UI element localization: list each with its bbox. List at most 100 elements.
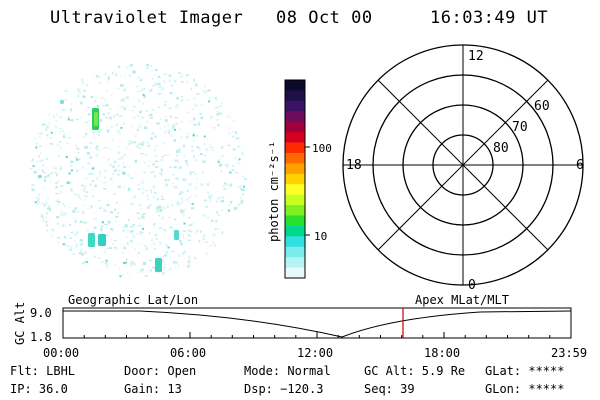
uv-speckle [190,195,192,197]
uv-speckle [119,106,122,109]
uv-speckle [109,164,112,166]
uv-speckle [126,236,128,238]
uv-speckle [94,100,97,103]
uv-speckle [194,187,197,190]
uv-speckle [137,90,141,93]
uv-speckle [75,144,77,146]
uv-speckle [215,220,218,223]
uv-speckle [100,229,103,232]
uv-speckle [115,246,118,250]
uv-speckle [85,185,87,187]
uv-speckle [145,190,149,192]
uv-speckle [169,267,172,270]
colorbar-stripe [285,80,305,92]
uv-speckle [178,150,181,154]
uv-speckle [202,237,205,241]
uv-speckle [63,133,65,136]
uv-speckle [161,86,165,90]
uv-speckle [228,203,230,206]
polar-diagonal-2 [377,79,549,251]
app-title: Ultraviolet Imager [50,8,244,28]
uv-speckle [60,128,62,130]
uv-speckle [87,106,90,109]
uv-speckle [55,182,58,185]
uv-speckle [241,153,245,156]
uv-speckle [97,257,101,259]
uv-speckle [233,135,235,138]
uv-speckle [127,173,129,176]
uv-speckle [149,269,152,272]
uv-speckle [56,113,58,117]
uv-speckle [191,222,194,225]
uv-speckle [227,144,231,147]
uv-speckle [177,264,179,268]
timeline-left-label: Geographic Lat/Lon [68,293,198,307]
uv-speckle [83,90,87,92]
uv-speckle [66,245,69,247]
timeline-ymax-label: 9.0 [30,306,52,320]
colorbar-stripe [285,100,305,112]
uv-speckle [139,79,143,82]
uv-speckle [123,88,126,92]
colorbar-stripe [285,236,305,248]
uv-speckle [158,205,162,209]
uv-speckle [31,184,35,187]
uv-speckle [182,230,186,233]
uv-speckle [171,127,175,130]
uv-speckle [174,117,178,119]
uv-speckle [161,174,163,177]
uv-speckle [164,263,166,265]
uv-speckle [225,163,227,167]
uv-speckle [48,122,52,125]
uv-speckle [241,152,244,154]
uv-speckle [80,116,82,119]
uv-speckle [136,144,139,147]
uv-speckle [172,183,175,185]
uv-speckle [120,126,123,129]
uv-speckle [225,212,227,214]
uv-speckle [164,116,166,118]
uv-speckle [199,148,201,151]
uv-speckle [158,82,161,86]
uv-speckle [227,127,231,129]
uv-speckle [196,146,199,149]
uv-speckle [243,185,245,188]
uv-speckle [85,177,88,180]
uv-speckle [100,129,103,131]
uv-speckle [81,211,85,214]
uv-speckle [178,167,181,170]
uv-speckle [188,234,190,237]
uv-speckle [193,104,197,107]
uv-speckle [111,93,113,96]
uv-speckle [226,164,230,168]
uv-speckle [90,96,94,98]
uv-speckle [103,146,107,149]
uv-speckle [115,113,119,116]
uv-speckle [38,154,40,158]
uv-speckle [168,107,172,109]
uv-speckle [117,145,120,148]
uv-bright-region [155,258,162,272]
uv-speckle [159,172,163,175]
uv-speckle [165,244,168,247]
uv-speckle [57,143,59,147]
uv-speckle [140,243,143,245]
uv-speckle [210,147,214,149]
uv-speckle [220,155,225,158]
uv-speckle [33,170,37,174]
uv-speckle [139,105,142,107]
uv-speckle [49,178,51,180]
uv-speckle [35,146,38,149]
uv-speckle [183,155,186,158]
uv-speckle [188,255,191,259]
uv-speckle [51,229,54,232]
uv-speckle [101,225,104,228]
uv-speckle [121,106,124,108]
uv-bright-region [94,112,98,126]
uv-speckle [108,148,112,150]
polar-ring-label-80: 80 [493,141,509,156]
uv-speckle [218,105,222,108]
uv-speckle [39,135,41,138]
uv-speckle [103,169,108,172]
uv-speckle [84,199,87,201]
